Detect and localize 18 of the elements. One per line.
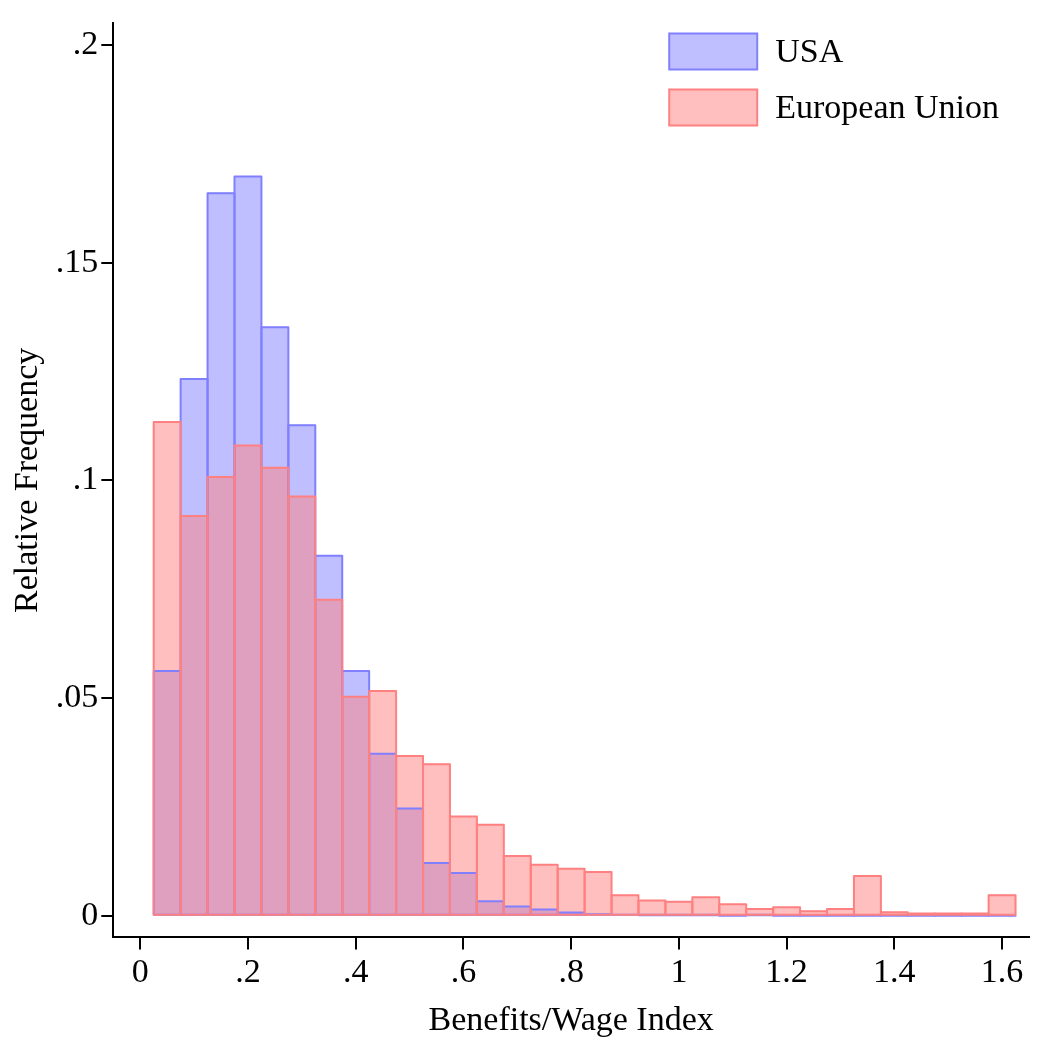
legend-label: USA (775, 32, 844, 70)
y-tick-label: .15 (55, 241, 99, 279)
y-tick-label: 0 (81, 894, 99, 932)
x-tick-label: 0 (131, 951, 149, 989)
legend-label: European Union (775, 88, 1000, 126)
x-tick-label: .8 (558, 951, 584, 989)
x-tick-label: 1.2 (765, 951, 808, 989)
x-tick-label: .6 (450, 951, 477, 989)
x-tick-label: 1.6 (980, 951, 1024, 989)
x-tick-label: 1.4 (873, 951, 916, 989)
x-tick-label: 1 (670, 951, 688, 989)
y-axis-title: Relative Frequency (7, 347, 45, 614)
x-tick-label: .2 (235, 951, 261, 989)
y-tick-label: .2 (72, 24, 99, 62)
y-tick-label: .05 (55, 676, 99, 714)
y-tick-label: .1 (72, 459, 99, 497)
x-axis-title: Benefits/Wage Index (428, 999, 714, 1037)
x-tick-label: .4 (342, 951, 369, 989)
